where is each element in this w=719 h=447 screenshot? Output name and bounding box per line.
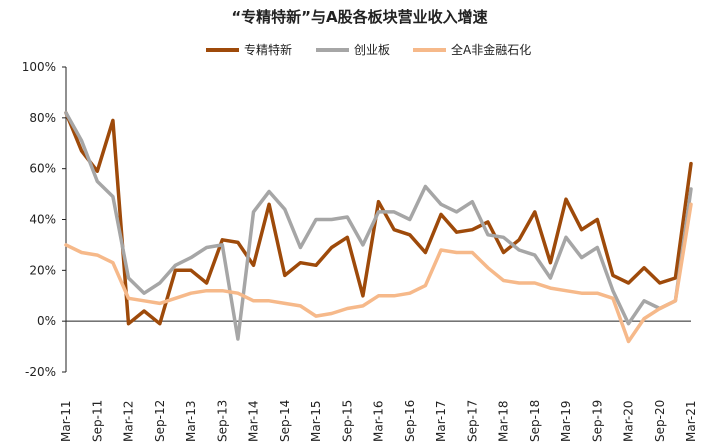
legend-label-1: 专精特新 [244, 42, 292, 57]
x-tick-label: Mar-19 [559, 401, 573, 442]
x-tick-label: Sep-17 [465, 400, 479, 442]
x-tick-label: Sep-20 [653, 400, 667, 442]
x-tick-label: Sep-18 [528, 400, 542, 442]
legend-label-2: 创业板 [354, 43, 390, 57]
y-tick-label: -20% [25, 365, 56, 379]
x-tick-label: Mar-21 [684, 401, 698, 442]
x-tick-label: Mar-12 [122, 401, 136, 442]
legend-label-3: 全A非金融石化 [451, 42, 531, 57]
x-tick-label: Sep-14 [278, 400, 292, 442]
y-tick-label: 0% [37, 314, 56, 328]
x-tick-label: Mar-16 [372, 401, 386, 442]
x-tick-label: Mar-20 [622, 401, 636, 442]
y-tick-label: 40% [29, 213, 56, 227]
x-tick-label: Sep-15 [340, 400, 354, 442]
x-tick-label: Mar-18 [497, 401, 511, 442]
x-tick-label: Sep-13 [215, 400, 229, 442]
series-line-1 [64, 111, 693, 326]
x-tick-label: Sep-16 [403, 400, 417, 442]
x-tick-label: Mar-14 [247, 401, 261, 442]
y-tick-label: 20% [29, 263, 56, 277]
x-tick-label: Mar-15 [309, 401, 323, 442]
y-tick-label: 80% [29, 111, 56, 125]
x-tick-label: Sep-12 [153, 400, 167, 442]
series-line-3 [64, 202, 693, 344]
x-tick-label: Mar-13 [184, 401, 198, 442]
x-tick-label: Sep-11 [90, 400, 104, 442]
x-tick-label: Mar-17 [434, 401, 448, 442]
series-line-2 [64, 111, 693, 341]
y-tick-label: 60% [29, 162, 56, 176]
x-tick-label: Sep-19 [590, 400, 604, 442]
y-tick-label: 100% [22, 60, 56, 74]
chart-title: “专精特新”与A股各板块营业收入增速 [231, 8, 488, 26]
x-tick-label: Mar-11 [59, 401, 73, 442]
